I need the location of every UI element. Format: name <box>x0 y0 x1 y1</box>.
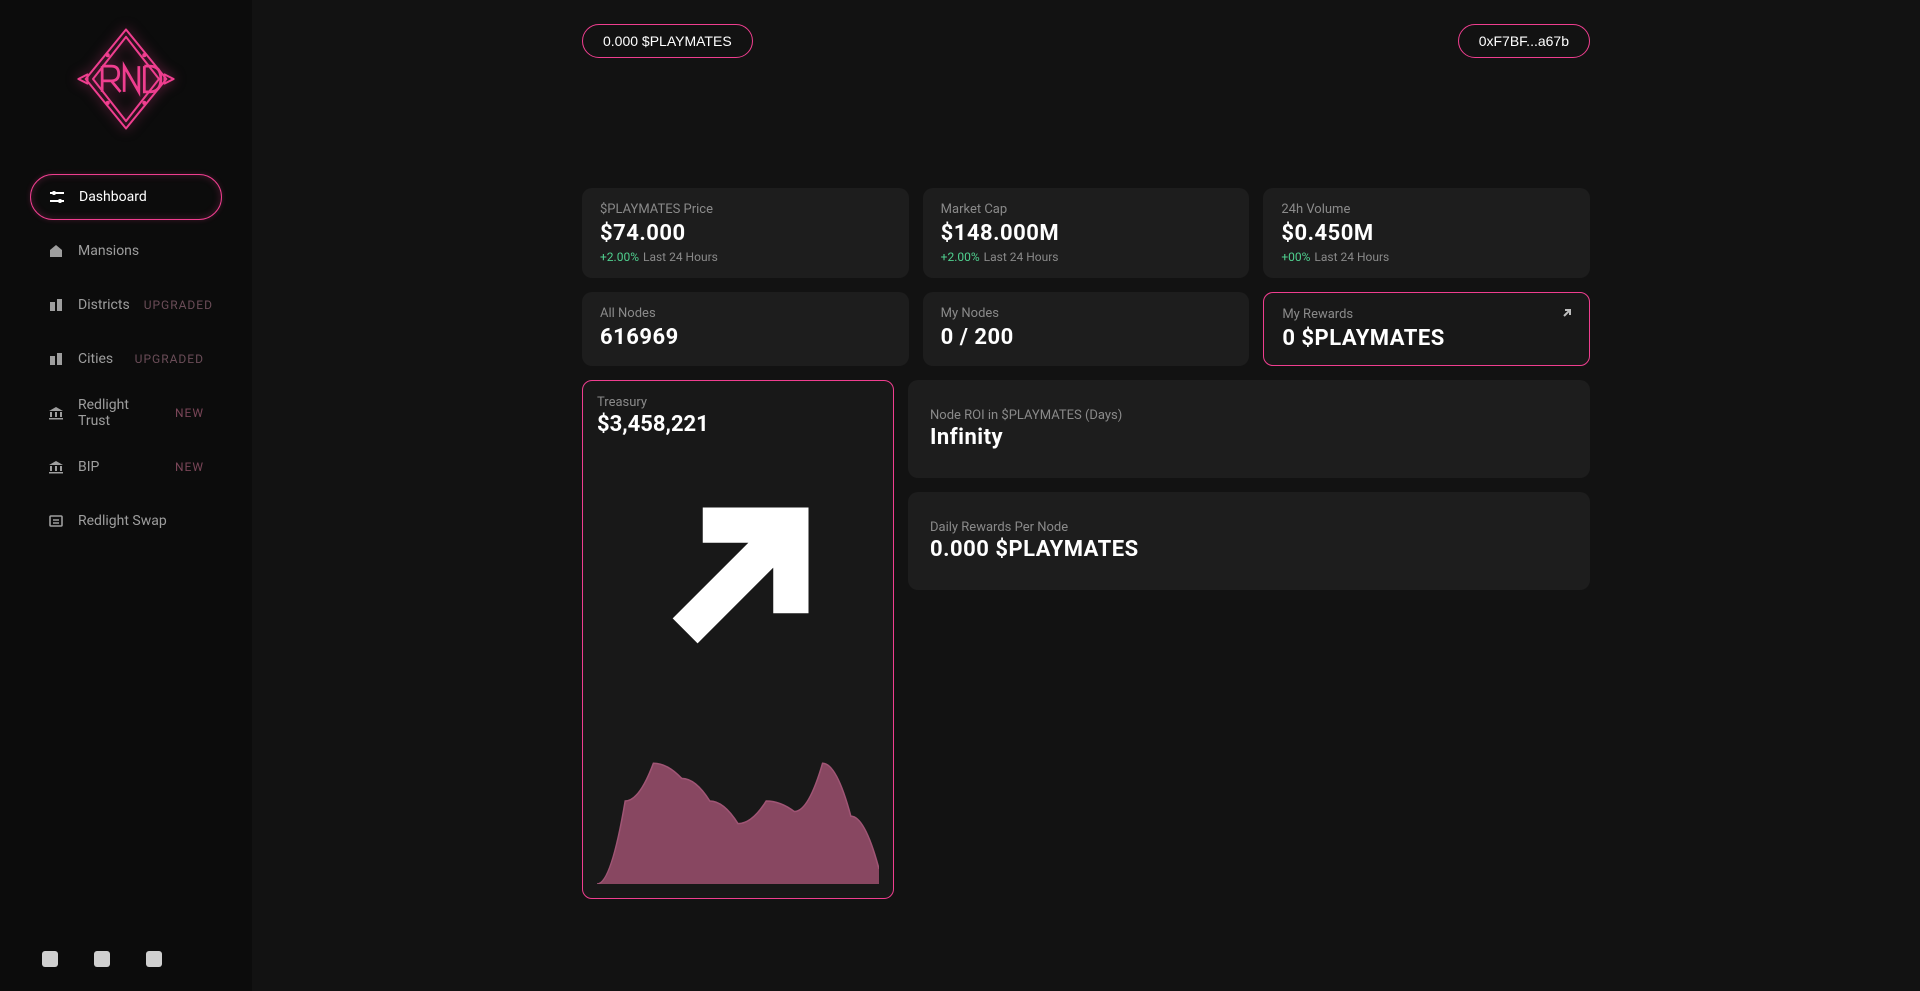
card-value: $74.000 <box>600 221 891 246</box>
swap-icon <box>48 513 64 529</box>
sidebar-badge: NEW <box>175 460 204 474</box>
card-my-rewards[interactable]: My Rewards 0 $PLAYMATES <box>1263 292 1590 366</box>
sidebar-badge: UPGRADED <box>144 298 213 312</box>
period: Last 24 Hours <box>984 250 1059 264</box>
delta: +2.00% <box>941 250 980 264</box>
sidebar-item-mansions[interactable]: Mansions <box>30 228 222 274</box>
card-label: 24h Volume <box>1281 202 1572 217</box>
stats-row-3: Treasury $3,458,221 Node ROI in $PLAYMAT… <box>582 380 1590 899</box>
card-label: $PLAYMATES Price <box>600 202 891 217</box>
wallet-pill[interactable]: 0xF7BF...a67b <box>1458 24 1590 58</box>
card-24h-volume: 24h Volume $0.450M +00% Last 24 Hours <box>1263 188 1590 278</box>
card-value: 0 $PLAYMATES <box>1282 326 1571 351</box>
logo <box>30 24 222 134</box>
treasury-area-chart <box>597 733 879 884</box>
external-link-icon[interactable] <box>1559 305 1575 321</box>
card-market-cap: Market Cap $148.000M +2.00% Last 24 Hours <box>923 188 1250 278</box>
card-value: 616969 <box>600 325 891 350</box>
sidebar-item-cities[interactable]: Cities UPGRADED <box>30 336 222 382</box>
sliders-icon <box>49 189 65 205</box>
balance-pill[interactable]: 0.000 $PLAYMATES <box>582 24 753 58</box>
medium-icon[interactable] <box>146 951 162 967</box>
sidebar-item-districts[interactable]: Districts UPGRADED <box>30 282 222 328</box>
delta: +2.00% <box>600 250 639 264</box>
period: Last 24 Hours <box>1314 250 1389 264</box>
house-icon <box>48 243 64 259</box>
sidebar-badge: UPGRADED <box>135 352 204 366</box>
right-column: Node ROI in $PLAYMATES (Days) Infinity D… <box>908 380 1590 899</box>
sidebar-item-redlight-swap[interactable]: Redlight Swap <box>30 498 222 544</box>
card-sub: +2.00% Last 24 Hours <box>941 250 1232 264</box>
card-value: 0.000 $PLAYMATES <box>930 537 1568 562</box>
bank-icon <box>48 405 64 421</box>
sidebar-nav: Dashboard Mansions Districts UPGRADED Ci… <box>30 174 222 544</box>
bank-icon <box>48 459 64 475</box>
sidebar-item-label: BIP <box>78 459 99 475</box>
card-label: My Rewards <box>1282 307 1571 322</box>
topbar: 0.000 $PLAYMATES 0xF7BF...a67b <box>582 24 1590 58</box>
social-links <box>30 951 222 967</box>
card-value: $3,458,221 <box>597 412 879 437</box>
sidebar-item-label: Mansions <box>78 243 139 259</box>
card-label: Node ROI in $PLAYMATES (Days) <box>930 408 1568 423</box>
sidebar: Dashboard Mansions Districts UPGRADED Ci… <box>0 0 252 991</box>
buildings-icon <box>48 351 64 367</box>
period: Last 24 Hours <box>643 250 718 264</box>
card-node-roi: Node ROI in $PLAYMATES (Days) Infinity <box>908 380 1590 478</box>
sidebar-item-dashboard[interactable]: Dashboard <box>30 174 222 220</box>
card-label: My Nodes <box>941 306 1232 321</box>
card-treasury[interactable]: Treasury $3,458,221 <box>582 380 894 899</box>
card-value: Infinity <box>930 425 1568 450</box>
card-value: $0.450M <box>1281 221 1572 246</box>
stats-row-2: All Nodes 616969 My Nodes 0 / 200 My Rew… <box>582 292 1590 366</box>
card-label: Market Cap <box>941 202 1232 217</box>
stats-row-1: $PLAYMATES Price $74.000 +2.00% Last 24 H… <box>582 188 1590 278</box>
card-label: Treasury <box>597 395 879 410</box>
card-sub: +2.00% Last 24 Hours <box>600 250 891 264</box>
card-my-nodes: My Nodes 0 / 200 <box>923 292 1250 366</box>
delta: +00% <box>1281 250 1310 264</box>
twitter-icon[interactable] <box>94 951 110 967</box>
buildings-icon <box>48 297 64 313</box>
sidebar-item-bip[interactable]: BIP NEW <box>30 444 222 490</box>
card-sub: +00% Last 24 Hours <box>1281 250 1572 264</box>
card-value: 0 / 200 <box>941 325 1232 350</box>
card-all-nodes: All Nodes 616969 <box>582 292 909 366</box>
card-label: Daily Rewards Per Node <box>930 520 1568 535</box>
card-daily-rewards: Daily Rewards Per Node 0.000 $PLAYMATES <box>908 492 1590 590</box>
sidebar-item-label: Dashboard <box>79 189 147 205</box>
sidebar-item-label: Cities <box>78 351 113 367</box>
main-content: 0.000 $PLAYMATES 0xF7BF...a67b $PLAYMATE… <box>252 0 1920 991</box>
sidebar-item-redlight-trust[interactable]: Redlight Trust NEW <box>30 390 222 436</box>
sidebar-item-label: Redlight Trust <box>78 397 161 429</box>
card-playmates-price: $PLAYMATES Price $74.000 +2.00% Last 24 H… <box>582 188 909 278</box>
discord-icon[interactable] <box>42 951 58 967</box>
card-value: $148.000M <box>941 221 1232 246</box>
sidebar-item-label: Redlight Swap <box>78 513 167 529</box>
sidebar-item-label: Districts <box>78 297 130 313</box>
external-link-icon[interactable] <box>597 437 879 723</box>
sidebar-badge: NEW <box>175 406 204 420</box>
card-label: All Nodes <box>600 306 891 321</box>
rnd-logo-icon <box>71 24 181 134</box>
